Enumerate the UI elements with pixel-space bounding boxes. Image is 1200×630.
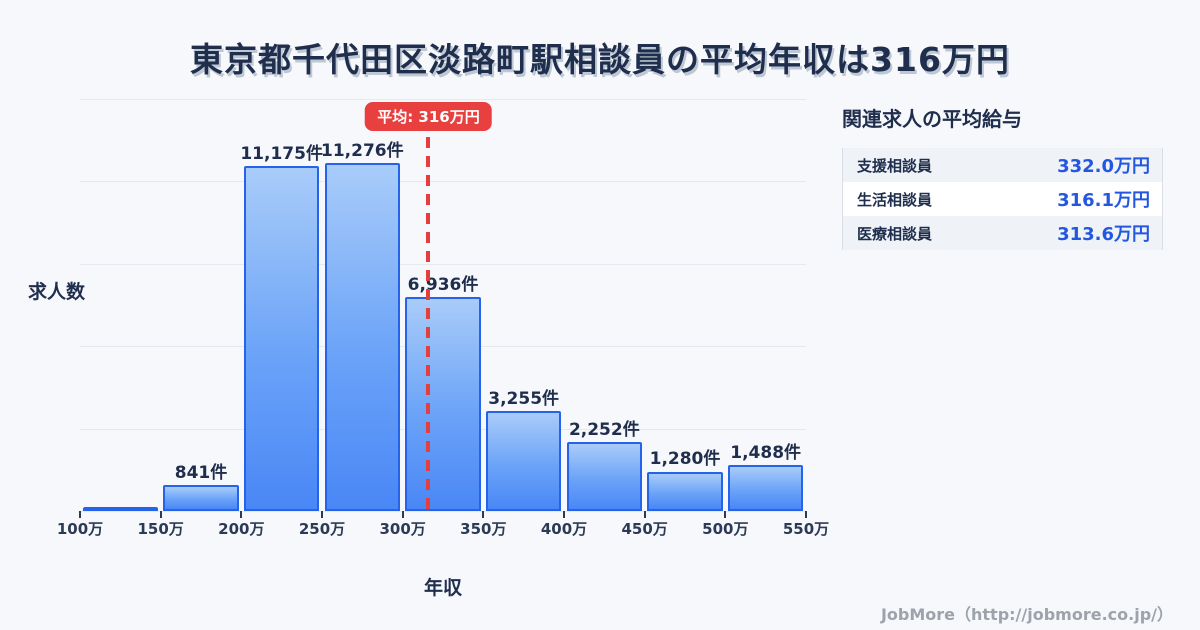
histogram-bar — [82, 507, 159, 511]
salary-table: 支援相談員 332.0万円 生活相談員 316.1万円 医療相談員 313.6万… — [842, 148, 1163, 250]
salary-row-value: 332.0万円 — [1057, 156, 1150, 177]
x-tick-mark — [240, 511, 243, 518]
salary-panel: 関連求人の平均給与 支援相談員 332.0万円 生活相談員 316.1万円 医療… — [842, 103, 1163, 250]
salary-row-label: 生活相談員 — [857, 190, 933, 209]
x-tick-mark — [643, 511, 646, 518]
x-tick-mark — [805, 511, 807, 518]
histogram-bar — [485, 410, 562, 511]
bar-value-label: 11,175件 — [240, 144, 323, 165]
footer-credit: JobMore（http://jobmore.co.jp/） — [880, 605, 1173, 624]
salary-row-value: 313.6万円 — [1057, 224, 1150, 245]
gridline — [80, 511, 806, 512]
bar-value-label: 2,252件 — [568, 419, 640, 440]
salary-table-row: 生活相談員 316.1万円 — [843, 182, 1162, 216]
salary-row-label: 支援相談員 — [857, 156, 933, 175]
x-tick-mark — [482, 511, 485, 518]
x-tick-mark — [79, 511, 81, 518]
x-tick-mark — [563, 511, 565, 518]
salary-row-value: 316.1万円 — [1057, 190, 1150, 211]
histogram-bar — [566, 441, 643, 511]
histogram-bar — [163, 485, 239, 511]
x-tick-label: 150万 — [137, 520, 184, 538]
salary-row-label: 医療相談員 — [857, 224, 933, 243]
x-tick-label: 300万 — [379, 520, 426, 538]
bar-value-label: 1,488件 — [730, 443, 802, 464]
bar-value-label: 11,276件 — [321, 141, 404, 161]
histogram-plot-area: 841件 11,175件 11,276件 6,936件 3,255件 2,252件 1,28… — [57, 99, 829, 538]
mean-badge: 平均: 316万円 — [365, 102, 492, 131]
gridline — [80, 263, 806, 265]
x-tick-label: 100万 — [56, 520, 104, 538]
histogram-bar — [647, 471, 723, 511]
salary-panel-header: 関連求人の平均給与 — [842, 107, 1022, 131]
page-title: 東京都千代田区淡路町駅相談員の平均年収は316万円 — [190, 40, 1010, 79]
x-tick-label: 400万 — [540, 520, 588, 538]
histogram-bar — [727, 465, 804, 511]
x-tick-label: 450万 — [621, 520, 668, 538]
x-tick-label: 550万 — [782, 520, 830, 538]
x-tick-mark — [159, 511, 162, 518]
mean-line — [426, 137, 431, 511]
bar-value-label: 3,255件 — [488, 388, 560, 409]
x-tick-mark — [401, 511, 404, 518]
x-tick-mark — [724, 511, 727, 518]
bar-value-label: 1,280件 — [649, 449, 721, 470]
histogram-bar — [324, 163, 401, 511]
salary-table-row: 医療相談員 313.6万円 — [843, 216, 1162, 250]
y-axis-label: 求人数 — [28, 281, 86, 303]
x-tick-label: 200万 — [218, 520, 265, 538]
bar-value-label: 841件 — [174, 463, 228, 484]
x-tick-mark — [321, 511, 323, 518]
x-tick-label: 500万 — [702, 520, 749, 538]
salary-table-row: 支援相談員 332.0万円 — [843, 148, 1162, 182]
histogram-bar — [243, 166, 320, 511]
gridline — [80, 181, 806, 183]
gridline — [80, 99, 806, 100]
x-tick-label: 350万 — [460, 520, 507, 538]
histogram-bar — [405, 296, 481, 511]
x-tick-label: 250万 — [298, 520, 346, 538]
bar-value-label: 6,936件 — [407, 274, 479, 295]
x-axis-label: 年収 — [423, 577, 463, 599]
